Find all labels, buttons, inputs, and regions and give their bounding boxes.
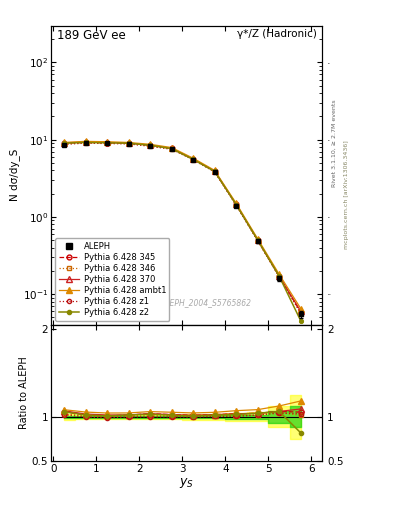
Y-axis label: Ratio to ALEPH: Ratio to ALEPH — [19, 356, 29, 429]
Text: γ*/Z (Hadronic): γ*/Z (Hadronic) — [237, 29, 317, 38]
X-axis label: $y_S$: $y_S$ — [179, 476, 194, 490]
Text: 189 GeV ee: 189 GeV ee — [57, 29, 125, 41]
Text: mcplots.cern.ch [arXiv:1306.3436]: mcplots.cern.ch [arXiv:1306.3436] — [344, 140, 349, 249]
Text: Rivet 3.1.10, ≥ 2.7M events: Rivet 3.1.10, ≥ 2.7M events — [332, 99, 337, 187]
Legend: ALEPH, Pythia 6.428 345, Pythia 6.428 346, Pythia 6.428 370, Pythia 6.428 ambt1,: ALEPH, Pythia 6.428 345, Pythia 6.428 34… — [55, 239, 169, 321]
Y-axis label: N dσ/dy_S: N dσ/dy_S — [9, 149, 20, 201]
Text: ALEPH_2004_S5765862: ALEPH_2004_S5765862 — [160, 298, 251, 307]
